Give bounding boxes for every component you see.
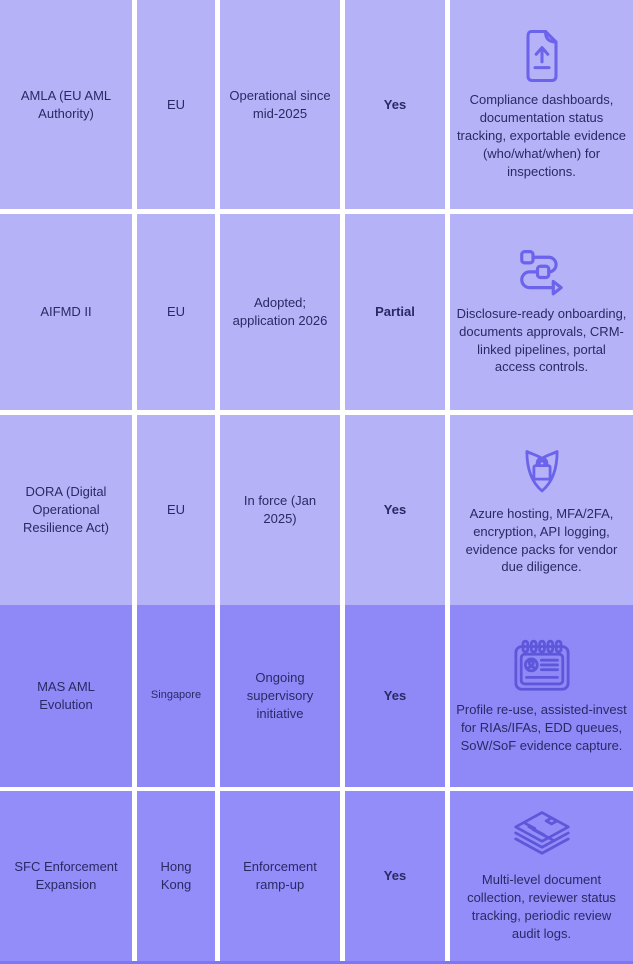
status-cell: Ongoing supervisory initiative bbox=[220, 605, 340, 787]
region-cell: Singapore bbox=[137, 605, 215, 787]
status-label: Ongoing supervisory initiative bbox=[246, 670, 314, 721]
doc-stack-icon bbox=[508, 809, 576, 864]
regulation-name: AMLA (EU AML Authority) bbox=[20, 87, 112, 121]
regulation-cell: AIFMD II bbox=[0, 214, 132, 410]
status-cell: Operational since mid-2025 bbox=[220, 0, 340, 209]
region-label: EU bbox=[166, 96, 186, 112]
status-label: Adopted; application 2026 bbox=[232, 295, 328, 328]
capability-description: Azure hosting, MFA/2FA, encryption, API … bbox=[465, 505, 618, 575]
capability-cell: Compliance dashboards, documentation sta… bbox=[450, 0, 633, 209]
regulation-cell: AMLA (EU AML Authority) bbox=[0, 0, 132, 209]
capability-description: Compliance dashboards, documentation sta… bbox=[456, 92, 627, 179]
supported-label: Yes bbox=[383, 688, 407, 704]
status-cell: In force (Jan 2025) bbox=[220, 415, 340, 605]
region-cell: EU bbox=[137, 415, 215, 605]
supported-cell: Yes bbox=[345, 415, 445, 605]
capability-cell: Disclosure-ready onboarding, documents a… bbox=[450, 214, 633, 410]
supported-label: Yes bbox=[383, 868, 407, 884]
status-label: Operational since mid-2025 bbox=[229, 87, 331, 121]
supported-cell: Yes bbox=[345, 0, 445, 209]
status-cell: Enforcement ramp-up bbox=[220, 791, 340, 961]
capability-description: Multi-level document collection, reviewe… bbox=[467, 872, 616, 941]
capability-cell: Azure hosting, MFA/2FA, encryption, API … bbox=[450, 415, 633, 605]
regulation-name: DORA (Digital Operational Resilience Act… bbox=[23, 484, 109, 535]
table-bottom-accent-strip bbox=[0, 961, 633, 964]
region-cell: EU bbox=[137, 214, 215, 410]
regulation-cell: MAS AML Evolution bbox=[0, 605, 132, 787]
status-cell: Adopted; application 2026 bbox=[220, 214, 340, 410]
capability-description: Disclosure-ready onboarding, documents a… bbox=[456, 305, 627, 375]
region-label: EU bbox=[166, 502, 186, 518]
supported-cell: Partial bbox=[345, 214, 445, 410]
region-cell: Hong Kong bbox=[137, 791, 215, 961]
regulation-cell: SFC Enforcement Expansion bbox=[0, 791, 132, 961]
region-label: EU bbox=[166, 304, 186, 320]
workflow-icon bbox=[515, 248, 569, 298]
regulation-cell: DORA (Digital Operational Resilience Act… bbox=[0, 415, 132, 605]
region-label: Singapore bbox=[150, 689, 202, 702]
status-label: In force (Jan 2025) bbox=[243, 493, 317, 526]
capability-cell: Profile re-use, assisted-invest for RIAs… bbox=[450, 605, 633, 787]
supported-label: Yes bbox=[383, 502, 407, 518]
regulation-name: SFC Enforcement Expansion bbox=[14, 859, 118, 892]
shield-lock-icon bbox=[516, 444, 568, 498]
regulation-name: MAS AML Evolution bbox=[37, 679, 95, 712]
capability-cell: Multi-level document collection, reviewe… bbox=[450, 791, 633, 961]
capability-description: Profile re-use, assisted-invest for RIAs… bbox=[456, 702, 627, 753]
regulation-name: AIFMD II bbox=[40, 304, 92, 320]
id-card-icon bbox=[511, 637, 573, 694]
supported-label: Partial bbox=[375, 304, 415, 320]
supported-cell: Yes bbox=[345, 605, 445, 787]
supported-cell: Yes bbox=[345, 791, 445, 961]
region-cell: EU bbox=[137, 0, 215, 209]
region-label: Hong Kong bbox=[160, 859, 192, 892]
status-label: Enforcement ramp-up bbox=[243, 859, 317, 892]
file-upload-icon bbox=[521, 28, 563, 84]
supported-label: Yes bbox=[383, 96, 407, 112]
